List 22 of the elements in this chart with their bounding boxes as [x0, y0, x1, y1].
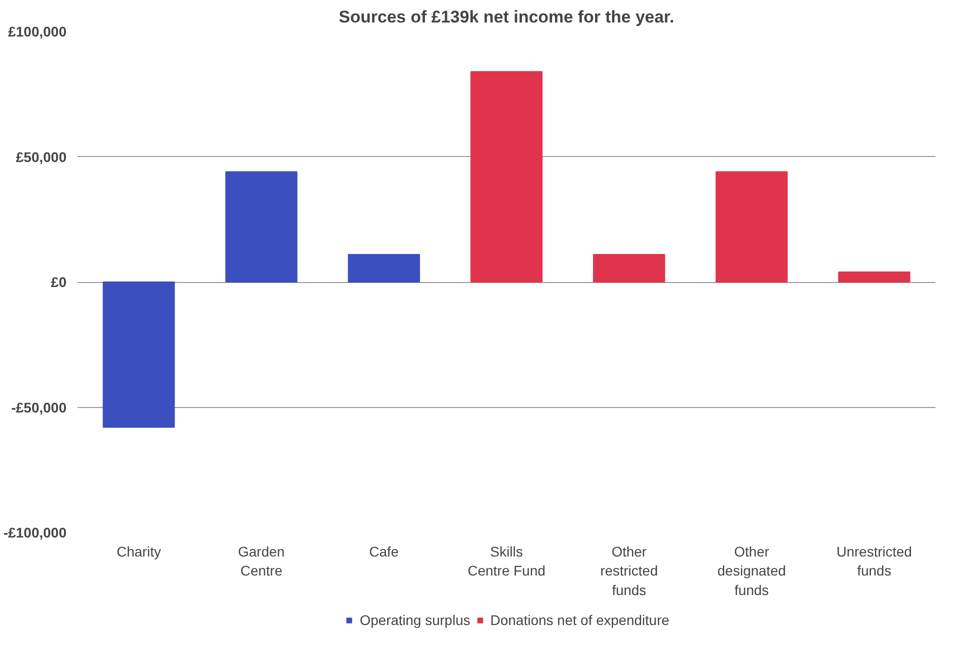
y-tick-label: -£50,000: [11, 399, 67, 416]
legend-label: Donations net of expenditure: [490, 612, 670, 628]
legend-label: Operating surplus: [360, 612, 470, 628]
x-tick-label: Unrestricted funds: [836, 544, 912, 579]
bar: [102, 282, 175, 428]
x-tick-label: Other designated funds: [717, 544, 786, 598]
y-tick-label: £0: [50, 274, 67, 290]
x-tick-label: Cafe: [369, 544, 399, 560]
bar: [225, 171, 298, 282]
x-tick-label: Charity: [116, 544, 161, 560]
y-tick-label: £100,000: [8, 24, 67, 40]
bar: [470, 71, 543, 282]
y-tick-label: -£100,000: [3, 524, 67, 540]
x-tick-label: Other restricted funds: [600, 544, 658, 598]
y-tick-label: £50,000: [16, 148, 67, 165]
x-tick-label: Skills Centre Fund: [468, 544, 546, 579]
bar: [348, 254, 420, 282]
x-tick-label: Garden Centre: [238, 544, 285, 579]
chart-title: Sources of £139k net income for the year.: [338, 8, 674, 26]
bar: [716, 171, 788, 282]
bar: [593, 254, 666, 282]
bar: [838, 271, 910, 282]
